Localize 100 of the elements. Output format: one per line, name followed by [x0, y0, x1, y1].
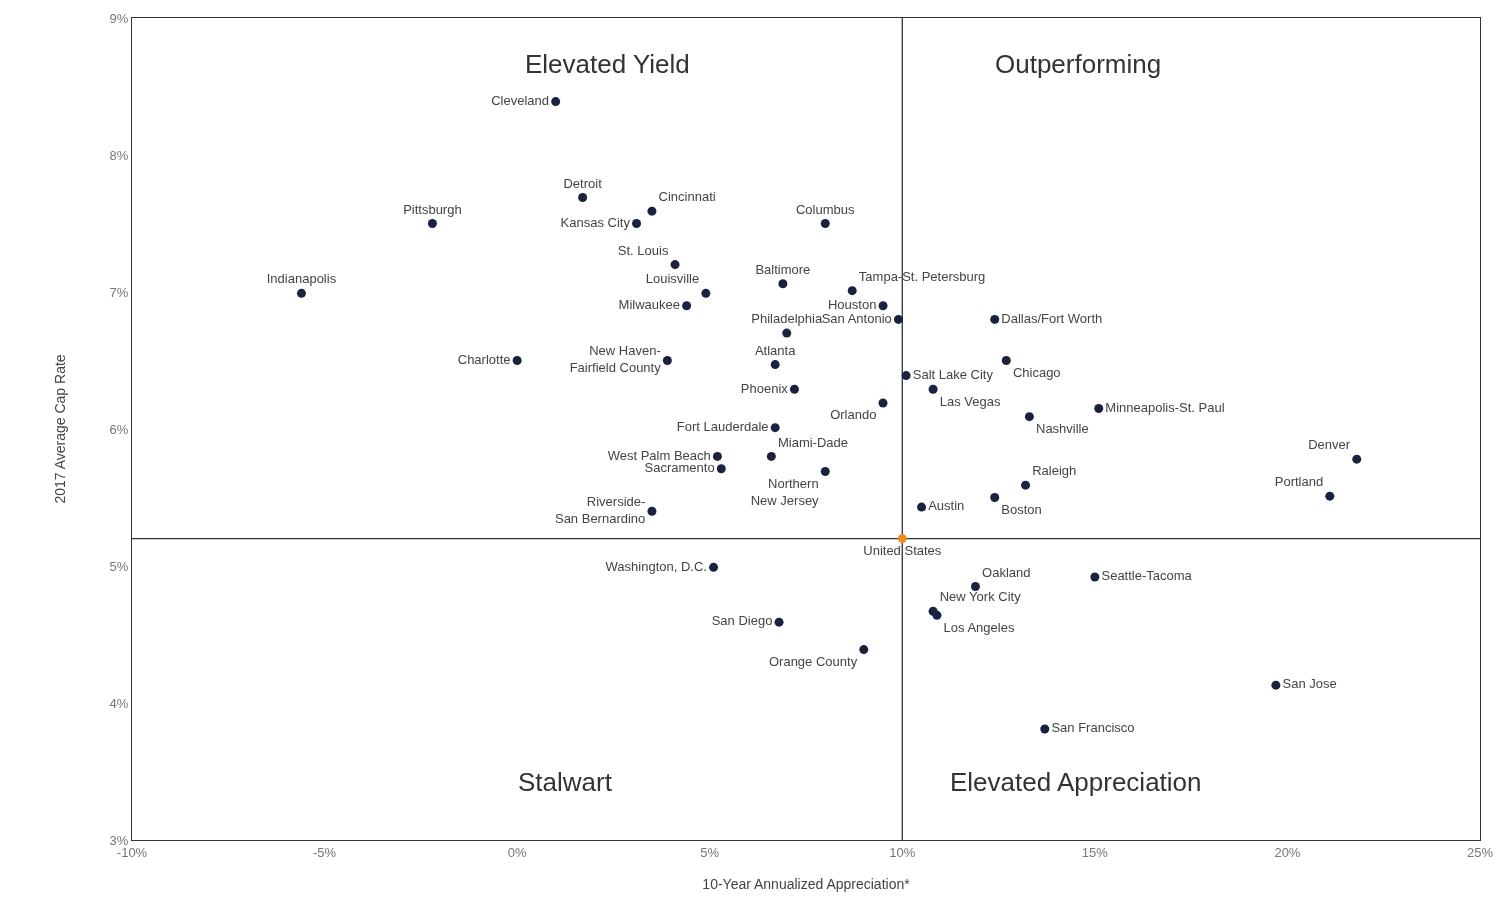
point — [917, 502, 927, 512]
series-label: Los Angeles — [943, 619, 1015, 635]
point — [1352, 454, 1362, 464]
point — [990, 314, 1000, 324]
point — [1271, 680, 1281, 690]
series-label: New Haven- Fairfield County — [569, 343, 662, 376]
point — [662, 356, 672, 365]
series-label: Houston — [827, 296, 877, 312]
point — [770, 360, 780, 370]
point — [551, 97, 561, 107]
series-label: Minneapolis-St. Paul — [1105, 399, 1225, 415]
point — [820, 466, 830, 476]
point — [789, 384, 799, 394]
point — [778, 279, 788, 289]
series-label: Nashville — [1036, 421, 1089, 437]
series-label: Pittsburgh — [403, 201, 462, 217]
series-label: Milwaukee — [618, 296, 680, 312]
point — [1024, 412, 1034, 422]
series-label: United States — [863, 542, 942, 558]
point — [716, 464, 726, 474]
y-tick-label: 6% — [109, 421, 129, 437]
series-label: Orange County — [768, 653, 858, 669]
series-label: Miami-Dade — [777, 434, 849, 450]
series-label: New York City — [939, 589, 1022, 605]
series-label: Indianapolis — [266, 271, 337, 287]
series-label: Baltimore — [755, 261, 811, 277]
series-label: Fort Lauderdale — [676, 418, 769, 434]
point — [427, 219, 437, 228]
x-tick-label: 25% — [1466, 844, 1494, 860]
series-label: Las Vegas — [939, 393, 1001, 409]
series-label: Philadelphia — [751, 311, 823, 327]
point — [970, 582, 980, 592]
point — [512, 356, 522, 365]
point — [774, 617, 784, 627]
point — [709, 562, 719, 572]
point — [990, 493, 1000, 502]
point — [670, 260, 680, 270]
point — [770, 423, 780, 433]
series-label: St. Louis — [617, 242, 669, 258]
point — [893, 314, 903, 324]
point — [296, 288, 306, 298]
point — [878, 301, 888, 311]
y-tick-label: 8% — [109, 147, 129, 163]
series-label: Detroit — [563, 175, 603, 191]
point — [632, 219, 642, 228]
y-tick-label: 4% — [109, 695, 129, 711]
point — [682, 301, 692, 311]
point — [647, 506, 657, 516]
x-tick-label: 0% — [507, 844, 527, 860]
annotation: Elevated Yield — [525, 49, 690, 79]
series-label: San Antonio — [821, 310, 892, 326]
point — [847, 286, 857, 296]
series-label: Kansas City — [560, 214, 631, 230]
series-label: Columbus — [795, 201, 856, 217]
point — [782, 328, 792, 338]
point — [1094, 403, 1104, 413]
series-label: Cleveland — [491, 92, 550, 108]
series-label: Seattle-Tacoma — [1101, 568, 1193, 584]
point — [578, 192, 588, 202]
series-label: Charlotte — [457, 351, 511, 367]
point — [897, 534, 907, 544]
series-label: San Diego — [711, 613, 773, 629]
series-label: San Jose — [1282, 676, 1337, 692]
point — [901, 371, 911, 381]
x-axis-title: 10-Year Annualized Appreciation* — [702, 875, 911, 892]
series-label: Salt Lake City — [912, 366, 994, 382]
series-label: Phoenix — [740, 380, 789, 396]
series-label: Portland — [1274, 474, 1324, 490]
x-tick-label: 5% — [700, 844, 720, 860]
x-tick-label: 10% — [889, 844, 916, 860]
series-label: Riverside- San Bernardino — [554, 494, 646, 526]
point — [1325, 491, 1335, 501]
series-label: San Francisco — [1051, 720, 1135, 736]
point — [928, 384, 938, 394]
series-label: Cincinnati — [658, 189, 716, 205]
point — [1090, 572, 1100, 582]
series-label: Oakland — [982, 564, 1031, 580]
point — [701, 288, 711, 298]
point — [647, 206, 657, 216]
point — [712, 451, 722, 461]
series-label: Washington, D.C. — [605, 558, 707, 574]
series-label: Austin — [928, 498, 965, 514]
series-label: Denver — [1308, 437, 1351, 453]
annotation: Elevated Appreciation — [950, 767, 1202, 797]
series-label: Northern New Jersey — [750, 475, 820, 508]
series-label: Boston — [1001, 501, 1042, 517]
annotation: Stalwart — [518, 767, 613, 797]
x-tick-label: -5% — [313, 844, 337, 860]
point — [820, 219, 830, 228]
series-label: Dallas/Fort Worth — [1001, 310, 1103, 326]
series-label: Chicago — [1012, 364, 1061, 380]
y-axis-title: 2017 Average Cap Rate — [52, 354, 69, 504]
series-label: Louisville — [645, 271, 700, 287]
point — [859, 645, 869, 655]
annotation: Outperforming — [995, 49, 1162, 79]
point — [932, 610, 942, 620]
y-tick-label: 7% — [109, 284, 129, 300]
y-tick-label: 5% — [109, 558, 129, 574]
series-label: Raleigh — [1032, 463, 1077, 479]
point — [878, 398, 888, 408]
